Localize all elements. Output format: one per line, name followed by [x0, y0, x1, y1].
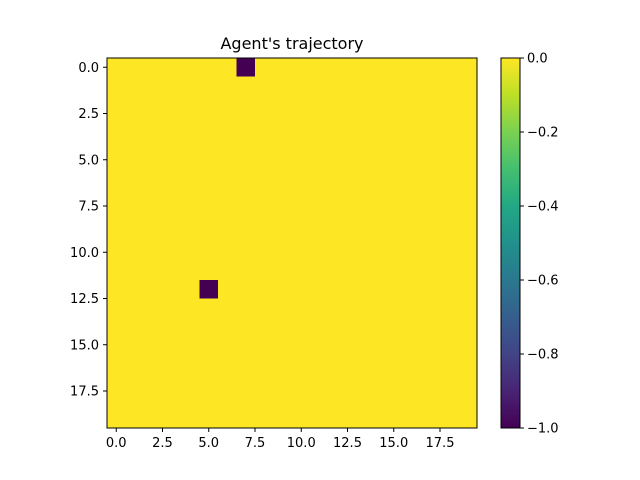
colorbar-tick-label: −0.6: [527, 274, 559, 289]
y-tick-label: 5.0: [78, 153, 99, 168]
colorbar-gradient: [501, 58, 520, 428]
y-tick-label: 15.0: [70, 338, 99, 353]
colorbar-tick-label: −0.4: [527, 200, 559, 215]
y-tick-label: 10.0: [70, 246, 99, 261]
colorbar: 0.0 −0.2 −0.4 −0.6 −0.8 −1.0: [500, 52, 559, 437]
x-tick-label: 0.0: [106, 436, 127, 451]
heatmap-background: [107, 58, 477, 428]
y-axis: 0.0 2.5 5.0 7.5 10.0 12.5 15.0 17.5: [70, 61, 107, 400]
chart-title: Agent's trajectory: [220, 34, 363, 53]
y-tick-label: 7.5: [78, 200, 99, 215]
colorbar-tick-label: −0.2: [527, 126, 559, 141]
x-tick-label: 10.0: [287, 436, 316, 451]
colorbar-frame: [500, 57, 521, 429]
heatmap-cell: [236, 58, 255, 77]
x-tick-label: 7.5: [245, 436, 266, 451]
y-tick-label: 0.0: [78, 61, 99, 76]
colorbar-tick-label: −0.8: [527, 348, 559, 363]
y-tick-label: 17.5: [70, 385, 99, 400]
heatmap-cell: [199, 280, 218, 299]
plot-frame: [106, 57, 478, 429]
y-tick-label: 2.5: [78, 107, 99, 122]
y-tick-label: 12.5: [70, 292, 99, 307]
colorbar-tick-label: −1.0: [527, 422, 559, 437]
plot-area: [106, 57, 478, 429]
x-tick-label: 2.5: [152, 436, 173, 451]
colorbar-tick-label: 0.0: [527, 52, 548, 67]
x-tick-label: 15.0: [379, 436, 408, 451]
x-tick-label: 12.5: [333, 436, 362, 451]
x-axis: 0.0 2.5 5.0 7.5 10.0 12.5 15.0 17.5: [106, 428, 455, 451]
x-tick-label: 17.5: [426, 436, 455, 451]
x-tick-label: 5.0: [198, 436, 219, 451]
